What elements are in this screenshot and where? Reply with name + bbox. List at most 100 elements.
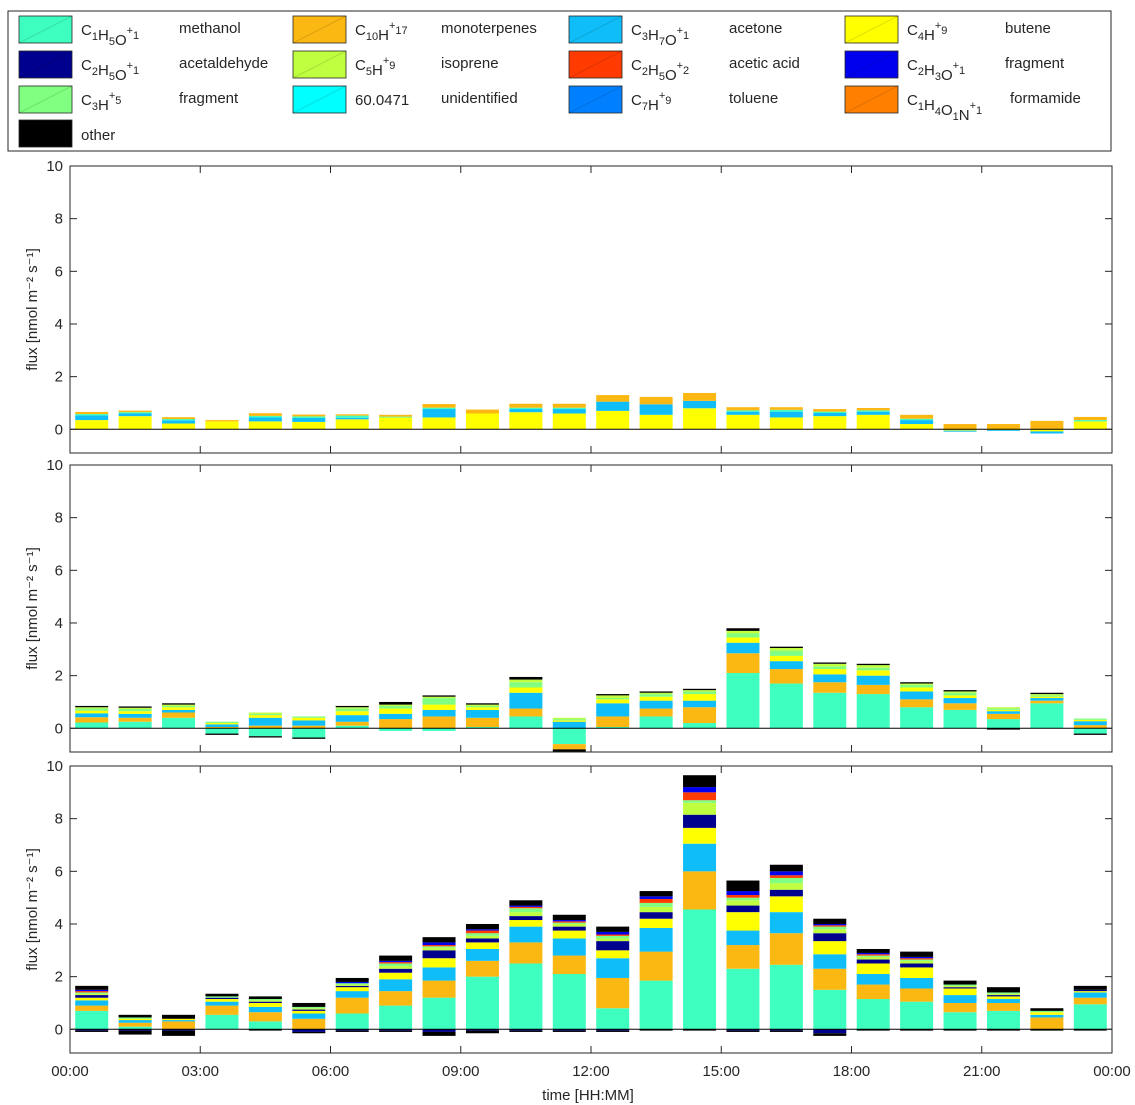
bar-segment-other: [162, 703, 196, 705]
bar-segment-acetone: [683, 700, 717, 708]
bar-segment-methanol: [422, 997, 456, 1030]
bar-segment-other: [596, 1030, 630, 1032]
bar-segment-methanol: [509, 716, 543, 729]
bar-segment-monoterpenes: [248, 1012, 282, 1022]
bar-segment-butene: [335, 419, 369, 430]
bar-segment-monoterpenes: [465, 717, 499, 727]
bar-segment-butene: [248, 1002, 282, 1007]
legend-formula: 60.0471: [355, 92, 409, 109]
bar-segment-monoterpenes: [335, 997, 369, 1014]
bar-segment-butene: [986, 709, 1020, 712]
bar-segment-methanol: [205, 728, 239, 734]
x-tick-label: 12:00: [572, 1063, 610, 1080]
bar-segment-acetone: [596, 958, 630, 978]
bar-segment-acetone: [205, 1001, 239, 1006]
bar-segment-methanol: [162, 419, 196, 421]
bar-segment-acetone: [465, 948, 499, 961]
legend-label: acetic acid: [729, 55, 800, 72]
bar-segment-methanol: [856, 999, 890, 1030]
bar-segment-fragment-c3h5: [248, 999, 282, 1001]
bar-segment-butene: [726, 414, 760, 430]
bar-segment-isoprene: [769, 883, 803, 890]
legend-label: isoprene: [441, 55, 499, 72]
bar-segment-methanol: [596, 726, 630, 729]
bar-segment-fragment-c3h5: [292, 1006, 326, 1009]
bar-segment-monoterpenes: [639, 396, 673, 405]
legend-formula: C1H4O1N+1: [907, 92, 982, 124]
bar-segment-other: [335, 1030, 369, 1032]
bar-segment-acetaldehyde: [248, 1001, 282, 1003]
bar-segment-acetone: [943, 995, 977, 1003]
bar-segment-monoterpenes: [943, 424, 977, 430]
bar-segment-monoterpenes: [1073, 997, 1107, 1005]
bar-segment-monoterpenes: [335, 414, 369, 416]
bar-segment-acetaldehyde: [75, 995, 109, 998]
bar-segment-acetaldehyde: [769, 1029, 803, 1031]
bar-segment-other: [856, 1029, 890, 1031]
y-tick-label: 2: [55, 668, 63, 685]
bar-segment-methanol: [552, 407, 586, 410]
bar-segment-acetaldehyde: [769, 889, 803, 897]
bar-segment-other: [75, 985, 109, 990]
bar-segment-isoprene: [726, 900, 760, 906]
bar-segment-isoprene: [552, 923, 586, 927]
bar-segment-methanol: [509, 407, 543, 410]
bar-segment-methanol: [813, 989, 847, 1030]
y-tick-label: 0: [55, 421, 63, 438]
bar-segment-isoprene: [900, 683, 934, 685]
bar-segment-acetone: [596, 703, 630, 717]
legend-entry-monoterpenes: C10H+17 monoterpenes: [292, 15, 537, 44]
bar-segment-butene: [552, 413, 586, 430]
bars: [75, 392, 1107, 434]
bar-segment-butene: [75, 997, 109, 1001]
bar-segment-isoprene: [813, 663, 847, 667]
bar-segment-isoprene: [379, 704, 413, 706]
bar-segment-monoterpenes: [379, 991, 413, 1006]
bar-segment-acetaldehyde: [683, 814, 717, 828]
bar-segment-acetone: [118, 1020, 152, 1023]
bar-segment-acetaldehyde: [335, 1029, 369, 1031]
y-ticks: 0 2 4 6 8 10: [46, 457, 1112, 737]
bar-segment-butene: [509, 920, 543, 927]
bar-segment-fragment-c3h5: [422, 698, 456, 705]
bar-segment-acetone: [986, 430, 1020, 431]
legend-entry-butene: C4H+9 butene: [844, 15, 1051, 44]
legend-formula: C4H+9: [907, 20, 947, 44]
bar-segment-methanol: [465, 726, 499, 729]
plot-area: [70, 766, 1112, 1053]
bar-segment-acetone: [683, 843, 717, 872]
bar-segment-butene: [639, 696, 673, 701]
bar-segment-methanol: [1073, 1004, 1107, 1030]
bar-segment-acetone: [552, 938, 586, 956]
bar-segment-methanol: [118, 1026, 152, 1030]
bar-segment-monoterpenes: [596, 395, 630, 402]
bar-segment-acetone: [813, 954, 847, 969]
x-ticks: 00:00 03:00 06:00 09:00 12:00 15:00 18:00 21:00…: [51, 766, 1131, 1080]
bar-segment-monoterpenes: [900, 988, 934, 1002]
bar-segment-other: [335, 705, 369, 708]
bar-segment-monoterpenes: [118, 410, 152, 413]
bar-segment-other: [726, 880, 760, 892]
legend-label: butene: [1005, 20, 1051, 37]
bar-segment-monoterpenes: [248, 725, 282, 729]
legend-entry-acetone: C3H7O+1 acetone: [568, 15, 782, 49]
bar-segment-monoterpenes: [856, 984, 890, 1000]
bar-segment-isoprene: [509, 912, 543, 917]
bar-segment-methanol: [726, 673, 760, 729]
legend-entry-fragment-c3h5: C3H+5 fragment: [18, 85, 239, 114]
y-tick-label: 8: [55, 510, 63, 527]
legend-label: methanol: [179, 20, 241, 37]
bar-segment-methanol: [683, 909, 717, 1030]
bar-segment-butene: [75, 710, 109, 714]
bar-segment-fragment-c3h5: [856, 667, 890, 671]
bar-segment-acetone: [292, 720, 326, 726]
legend-box: [7, 10, 1112, 152]
bar-segment-isoprene: [422, 947, 456, 951]
bars: [75, 775, 1107, 1036]
bar-segment-other: [1030, 1029, 1064, 1031]
bar-segment-acetone: [986, 999, 1020, 1003]
bar-segment-acetone: [509, 409, 543, 413]
bar-segment-other: [465, 1030, 499, 1034]
bar-segment-butene: [856, 963, 890, 975]
bar-segment-butene: [205, 723, 239, 725]
